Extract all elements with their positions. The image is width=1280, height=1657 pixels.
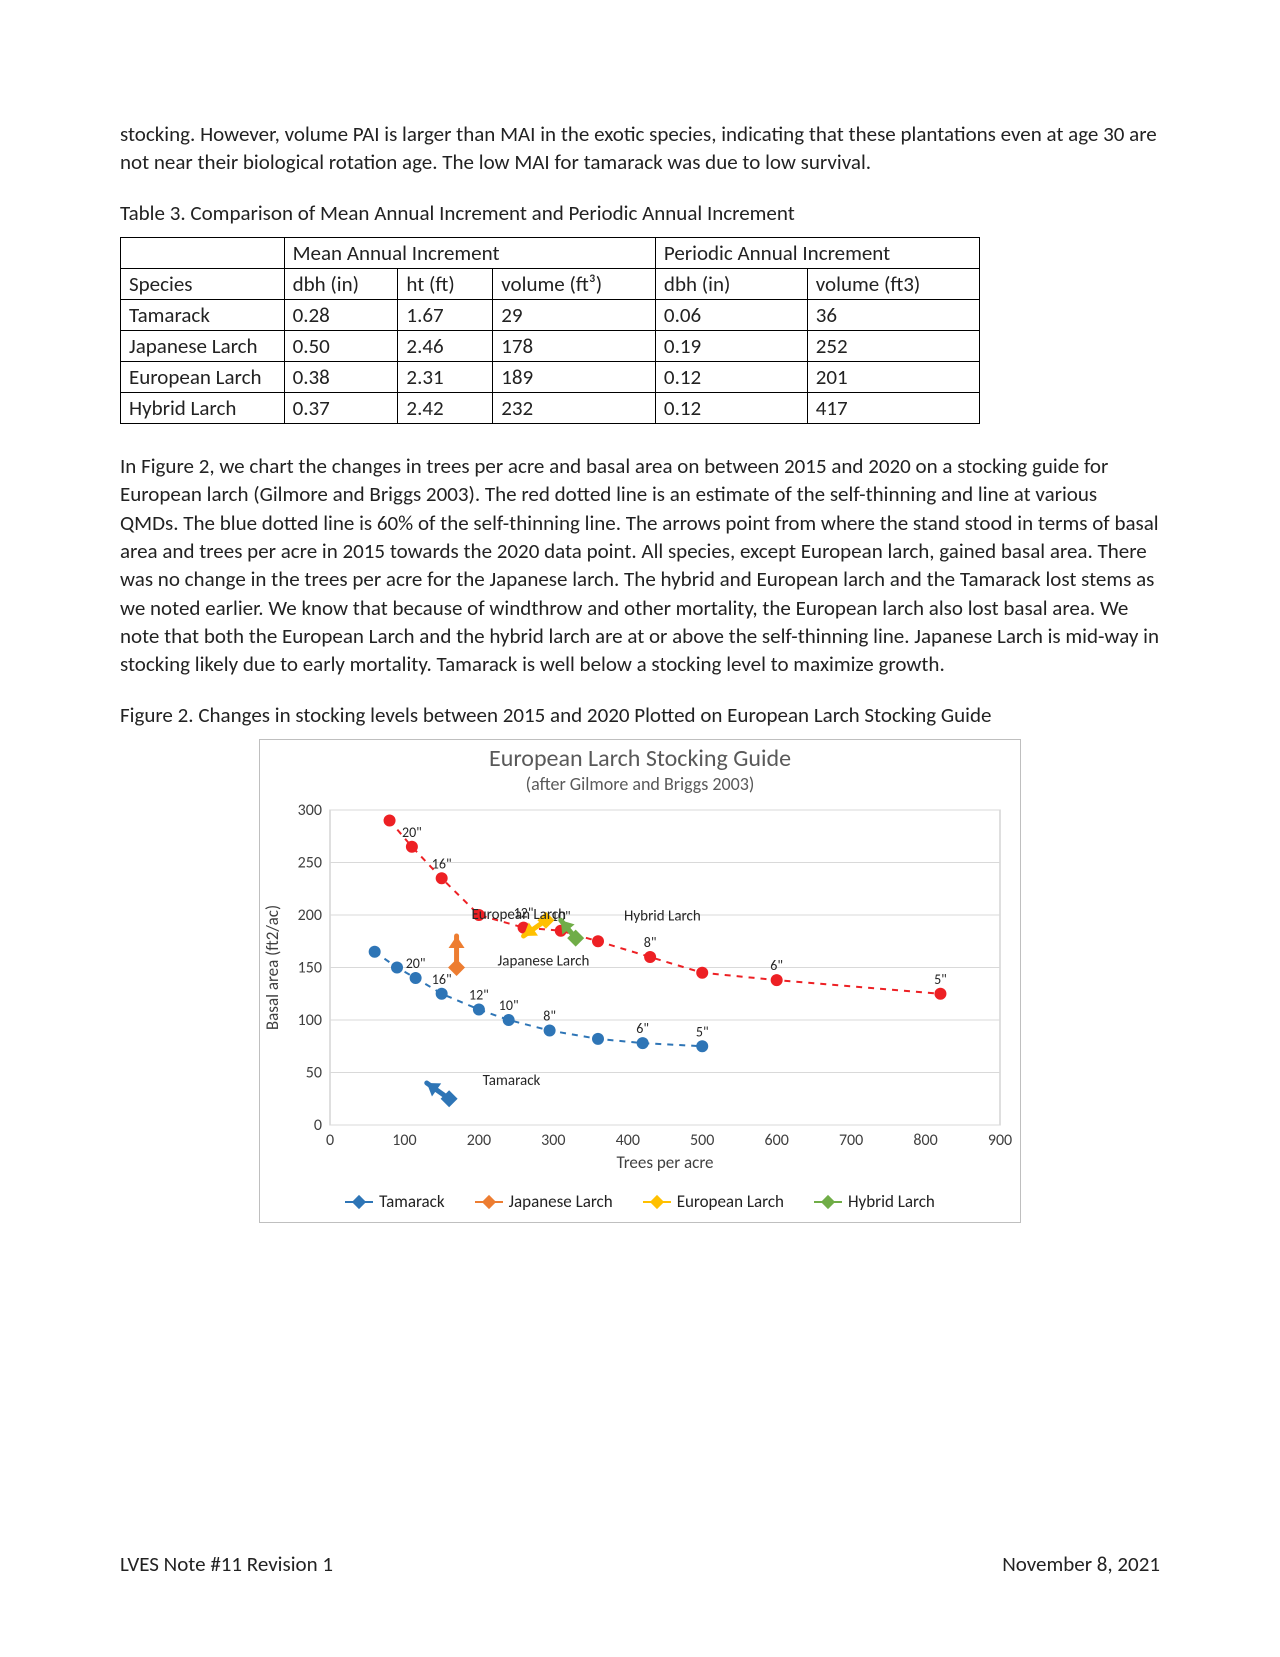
figure2-caption: Figure 2. Changes in stocking levels bet… xyxy=(120,701,1160,729)
svg-text:300: 300 xyxy=(298,801,322,820)
svg-text:20": 20" xyxy=(402,824,422,841)
svg-text:8": 8" xyxy=(543,1008,556,1025)
svg-text:Japanese Larch: Japanese Larch xyxy=(498,953,590,971)
svg-text:100: 100 xyxy=(298,1011,322,1030)
svg-text:500: 500 xyxy=(690,1131,714,1150)
svg-text:150: 150 xyxy=(298,959,322,978)
figure2-paragraph: In Figure 2, we chart the changes in tre… xyxy=(120,452,1160,679)
table3: Mean Annual IncrementPeriodic Annual Inc… xyxy=(120,237,980,424)
svg-text:16": 16" xyxy=(432,971,452,988)
intro-paragraph: stocking. However, volume PAI is larger … xyxy=(120,120,1160,177)
svg-text:600: 600 xyxy=(765,1131,789,1150)
footer-left: LVES Note #11 Revision 1 xyxy=(120,1551,333,1577)
svg-text:200: 200 xyxy=(467,1131,491,1150)
svg-text:Tamarack: Tamarack xyxy=(483,1072,541,1090)
legend-item: Japanese Larch xyxy=(475,1191,613,1212)
svg-text:200: 200 xyxy=(298,906,322,925)
svg-text:400: 400 xyxy=(616,1131,640,1150)
svg-text:(after Gilmore and Briggs 2003: (after Gilmore and Briggs 2003) xyxy=(526,773,755,795)
svg-text:700: 700 xyxy=(839,1131,863,1150)
legend-item: Tamarack xyxy=(345,1191,444,1212)
svg-text:European Larch: European Larch xyxy=(471,906,566,924)
svg-text:800: 800 xyxy=(913,1131,937,1150)
svg-text:6": 6" xyxy=(636,1020,649,1037)
svg-text:12": 12" xyxy=(469,987,489,1004)
footer-right: November 8, 2021 xyxy=(1002,1551,1160,1577)
svg-text:50: 50 xyxy=(306,1064,322,1083)
svg-text:5": 5" xyxy=(696,1023,709,1040)
table3-caption: Table 3. Comparison of Mean Annual Incre… xyxy=(120,199,1160,227)
svg-text:300: 300 xyxy=(541,1131,565,1150)
svg-text:250: 250 xyxy=(298,854,322,873)
svg-text:European Larch Stocking Guide: European Larch Stocking Guide xyxy=(489,744,791,773)
svg-text:20": 20" xyxy=(406,955,426,972)
svg-text:10": 10" xyxy=(499,997,519,1014)
svg-text:8": 8" xyxy=(644,934,657,951)
svg-text:16": 16" xyxy=(432,855,452,872)
svg-text:0: 0 xyxy=(326,1131,334,1150)
svg-text:0: 0 xyxy=(314,1116,322,1135)
svg-text:900: 900 xyxy=(988,1131,1012,1150)
legend-item: European Larch xyxy=(643,1191,784,1212)
svg-text:Hybrid Larch: Hybrid Larch xyxy=(624,907,701,925)
svg-text:100: 100 xyxy=(392,1131,416,1150)
svg-text:5": 5" xyxy=(934,971,947,988)
figure2-chart: 0 50 100 150 200 250 300 0 100 200 300 400 500 600 700… xyxy=(259,739,1021,1223)
svg-text:Trees per acre: Trees per acre xyxy=(617,1152,714,1173)
svg-text:6": 6" xyxy=(770,957,783,974)
legend-item: Hybrid Larch xyxy=(814,1191,935,1212)
svg-text:Basal area (ft2/ac): Basal area (ft2/ac) xyxy=(262,905,283,1030)
